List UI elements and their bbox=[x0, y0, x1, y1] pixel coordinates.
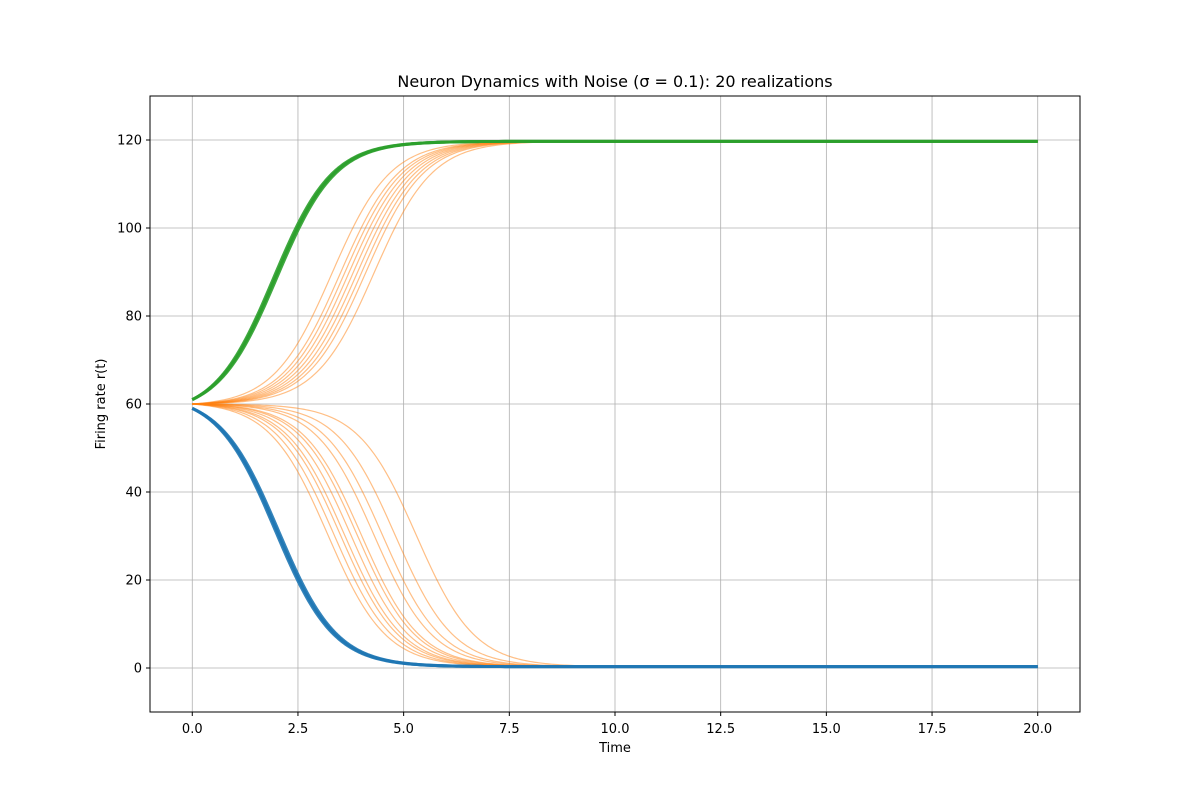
x-tick-label: 7.5 bbox=[499, 722, 520, 737]
y-tick-label: 120 bbox=[117, 134, 142, 149]
x-tick-label: 12.5 bbox=[706, 722, 735, 737]
series-layer bbox=[191, 139, 1038, 669]
high-start-series-line bbox=[191, 139, 1038, 401]
x-tick-label: 20.0 bbox=[1023, 722, 1052, 737]
chart-title: Neuron Dynamics with Noise (σ = 0.1): 20… bbox=[397, 72, 832, 91]
grid-layer bbox=[150, 96, 1080, 712]
y-axis-label: Firing rate r(t) bbox=[94, 359, 109, 450]
x-tick-label: 5.0 bbox=[393, 722, 414, 737]
low-start-series-line bbox=[191, 407, 1038, 669]
y-tick-label: 60 bbox=[125, 398, 142, 413]
x-tick-label: 15.0 bbox=[812, 722, 841, 737]
ticks-layer: 0.0 2.5 5.0 7.5 10.0 12.5 15.0 17.5 20.0 0 20 40 60 8… bbox=[117, 134, 1052, 738]
x-tick-label: 0.0 bbox=[182, 722, 203, 737]
y-tick-label: 20 bbox=[125, 574, 142, 589]
y-tick-label: 40 bbox=[125, 486, 142, 501]
y-tick-label: 100 bbox=[117, 222, 142, 237]
y-tick-label: 0 bbox=[134, 662, 142, 677]
x-tick-label: 17.5 bbox=[918, 722, 947, 737]
x-axis-label: Time bbox=[598, 741, 631, 756]
x-tick-label: 2.5 bbox=[288, 722, 309, 737]
y-tick-label: 80 bbox=[125, 310, 142, 325]
x-tick-label: 10.0 bbox=[601, 722, 630, 737]
